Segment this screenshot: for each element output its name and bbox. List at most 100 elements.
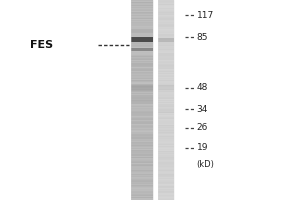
Bar (130, 85, 153, 91)
Bar (158, 7, 174, 8)
Bar (130, 83, 153, 84)
Bar (158, 49, 174, 50)
Bar (130, 149, 153, 150)
Bar (158, 46, 174, 47)
Bar (158, 134, 174, 135)
Bar (130, 127, 153, 128)
Bar (158, 101, 174, 102)
Bar (130, 91, 153, 92)
Bar (130, 49, 153, 50)
Bar (130, 115, 153, 116)
Bar (158, 133, 174, 134)
Bar (158, 42, 174, 43)
Bar (130, 52, 153, 53)
Bar (158, 88, 174, 89)
Bar (130, 123, 153, 124)
Bar (130, 179, 153, 180)
Bar (158, 184, 174, 185)
Bar (158, 120, 174, 121)
Bar (158, 106, 174, 107)
Bar (158, 8, 174, 9)
Bar (158, 109, 174, 110)
Bar (158, 86, 174, 87)
Bar (158, 67, 174, 68)
Bar (158, 183, 174, 184)
Bar (158, 33, 174, 34)
Bar (130, 111, 153, 112)
Bar (158, 123, 174, 124)
Bar (158, 6, 174, 7)
Bar (158, 192, 174, 193)
Bar (158, 104, 174, 105)
Bar (158, 16, 174, 17)
Bar (130, 122, 153, 123)
Bar (130, 142, 153, 143)
Bar (130, 15, 153, 16)
Bar (130, 176, 153, 177)
Bar (130, 77, 153, 78)
Bar (158, 21, 174, 22)
Bar (130, 162, 153, 163)
Bar (158, 89, 174, 90)
Bar (130, 170, 153, 171)
Bar (158, 48, 174, 49)
Bar (158, 91, 174, 92)
Bar (130, 80, 153, 81)
Bar (158, 71, 174, 72)
Bar (130, 98, 153, 102)
Bar (130, 147, 153, 149)
Bar (158, 153, 174, 154)
Bar (130, 99, 153, 100)
Bar (130, 1, 153, 2)
Bar (158, 186, 174, 187)
Bar (158, 41, 174, 42)
Bar (130, 43, 153, 44)
Bar (158, 199, 174, 200)
Bar (158, 187, 174, 188)
Bar (130, 16, 153, 17)
Bar (158, 75, 174, 76)
Bar (158, 77, 174, 78)
Bar (158, 28, 174, 29)
Bar (158, 140, 174, 141)
Bar (158, 130, 174, 131)
Bar (158, 32, 174, 33)
Bar (130, 22, 153, 23)
Bar (130, 28, 153, 29)
Bar (158, 61, 174, 62)
Bar (158, 51, 174, 52)
Bar (158, 125, 174, 126)
Bar (158, 47, 174, 48)
Bar (158, 19, 174, 20)
Bar (158, 138, 174, 139)
Bar (158, 57, 174, 58)
Bar (158, 76, 174, 77)
Bar (130, 68, 153, 69)
Bar (130, 196, 153, 197)
Bar (158, 136, 174, 137)
Bar (130, 93, 153, 94)
Bar (130, 191, 153, 192)
Bar (158, 194, 174, 195)
Bar (130, 32, 153, 33)
Bar (130, 133, 153, 134)
Bar (130, 166, 153, 167)
Bar (130, 20, 153, 21)
Bar (130, 96, 153, 97)
Bar (158, 14, 174, 15)
Bar (130, 120, 153, 121)
Bar (158, 58, 174, 59)
Bar (130, 94, 153, 95)
Bar (130, 9, 153, 10)
Bar (130, 101, 153, 102)
Bar (158, 36, 174, 37)
Bar (158, 156, 174, 157)
Bar (130, 63, 153, 64)
Bar (130, 81, 153, 82)
Bar (130, 164, 153, 165)
Bar (158, 132, 174, 133)
Bar (130, 61, 153, 62)
Bar (130, 34, 153, 35)
Bar (158, 62, 174, 63)
Bar (130, 17, 153, 18)
